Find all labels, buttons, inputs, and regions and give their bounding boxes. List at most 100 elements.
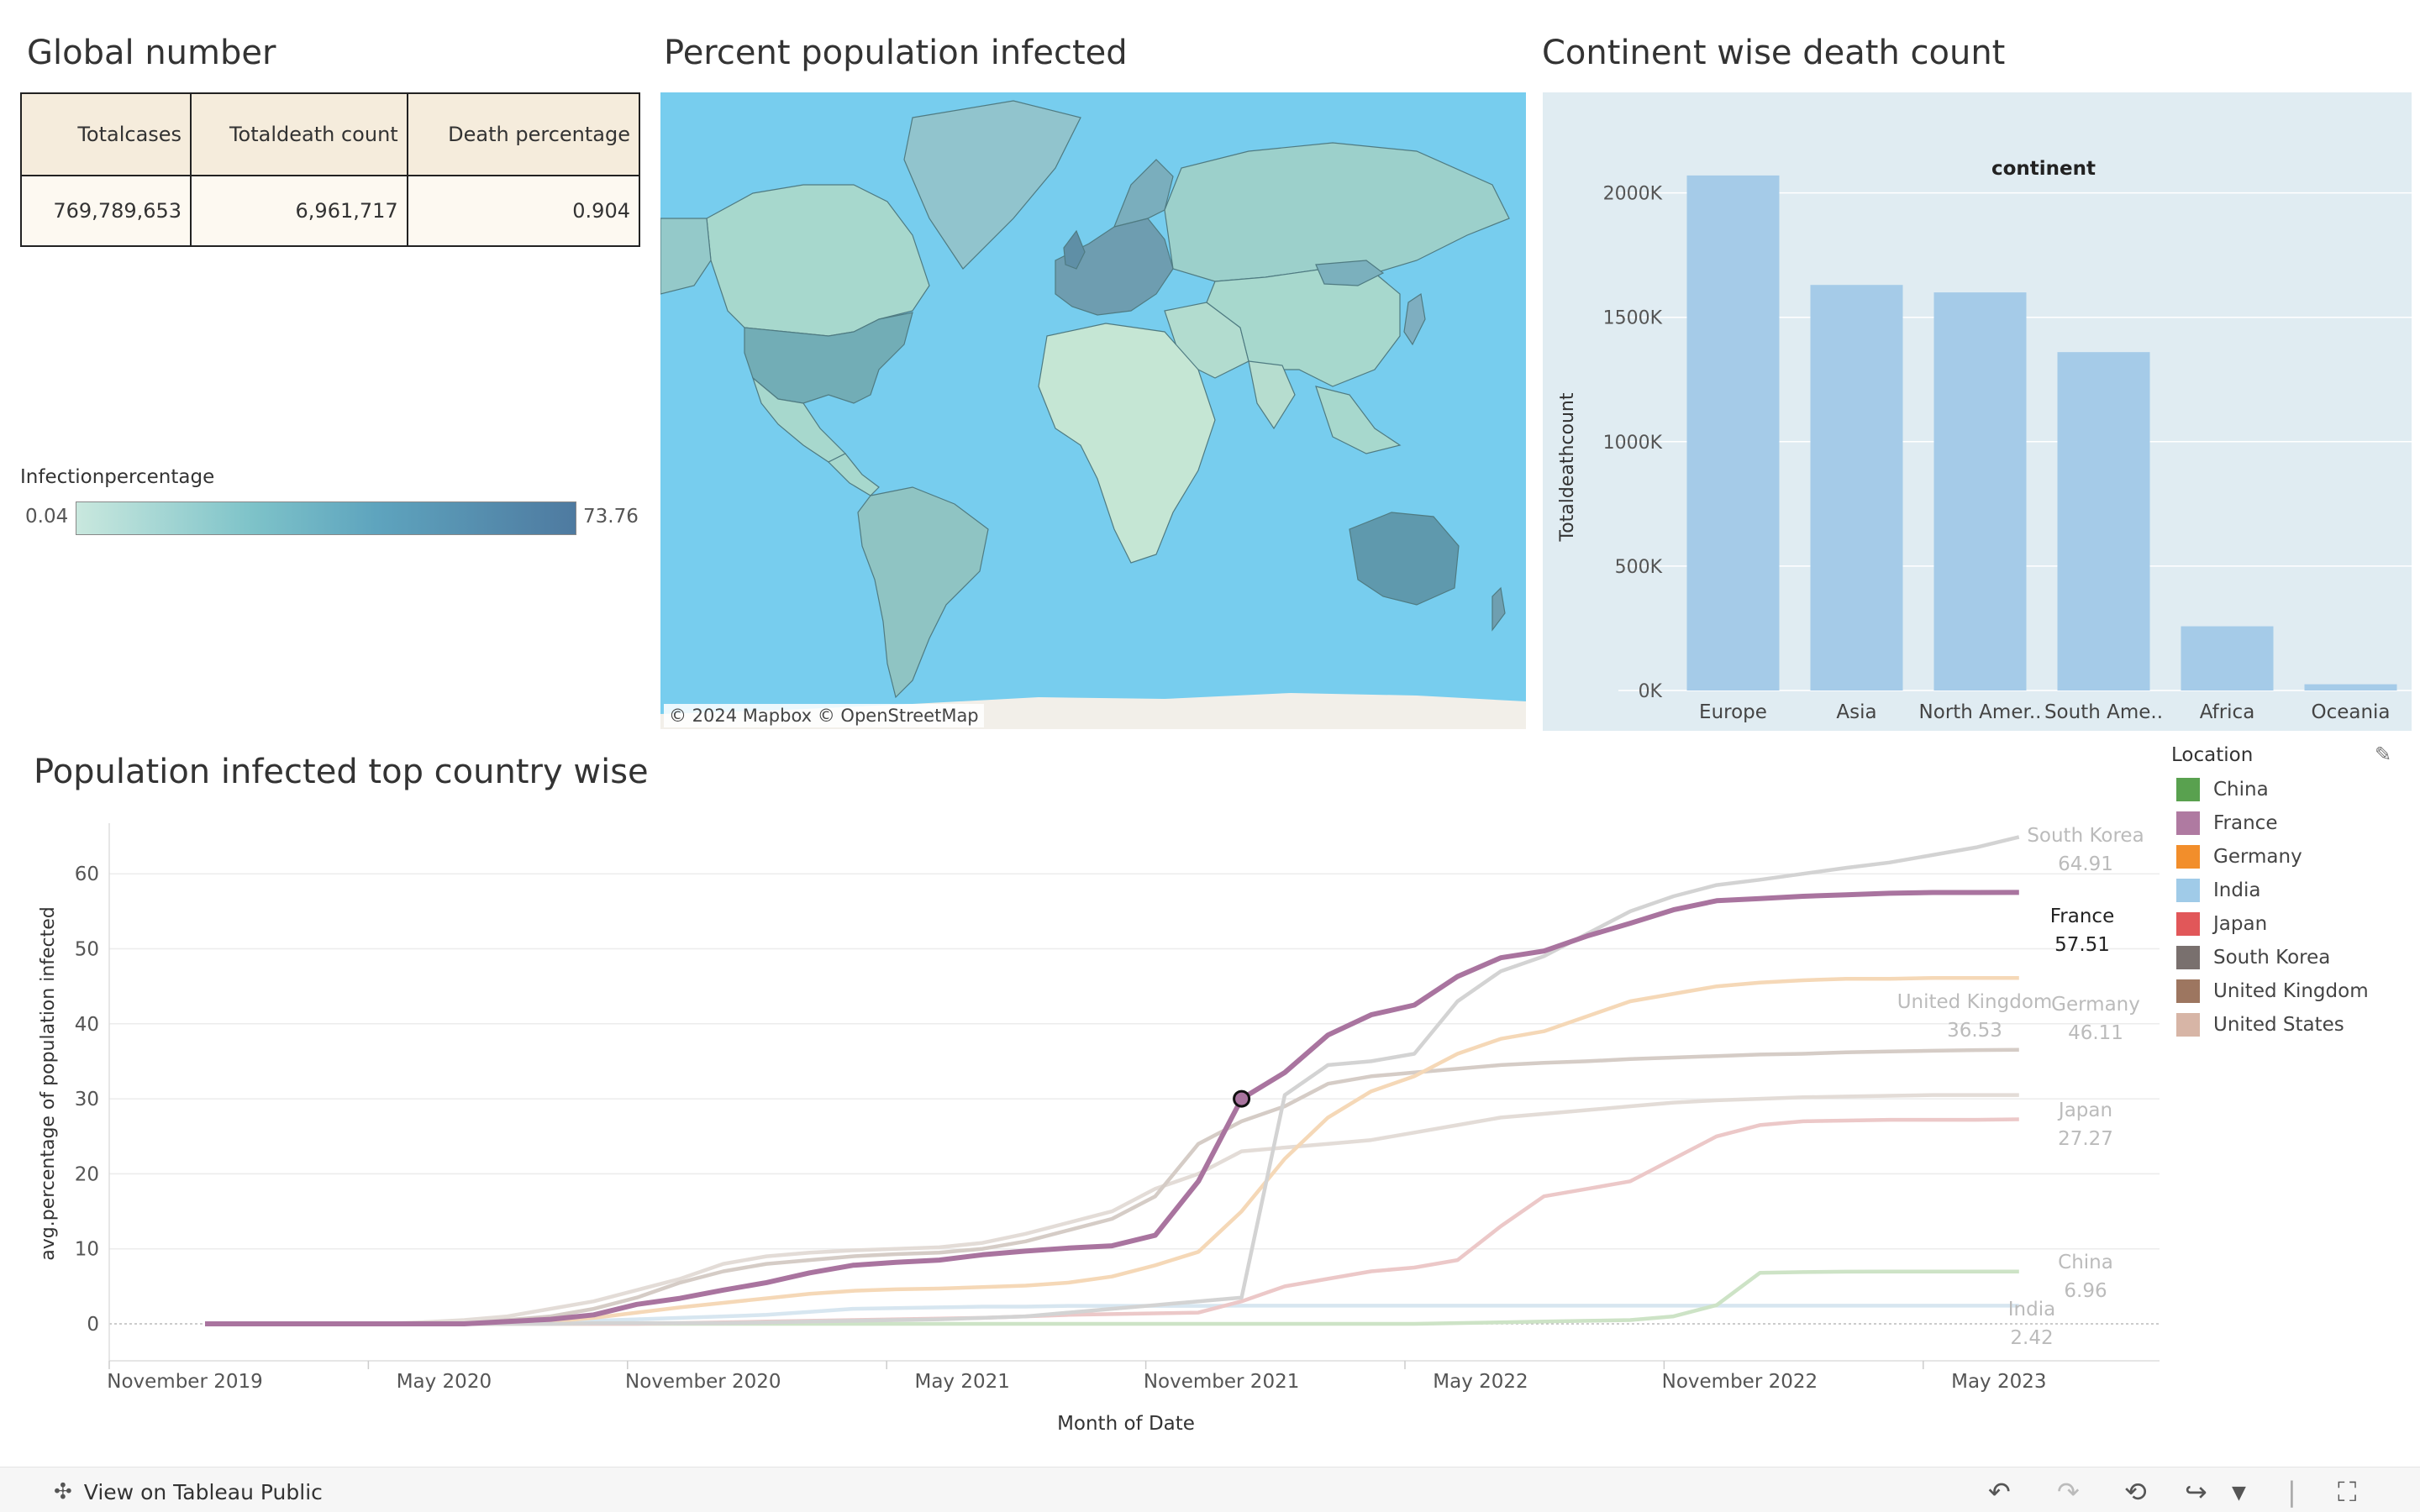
- bar-europe[interactable]: [1686, 175, 1780, 690]
- map-south-america[interactable]: [857, 486, 989, 699]
- map-africa[interactable]: [1038, 323, 1216, 564]
- line-ytick-label: 50: [75, 939, 99, 961]
- bar-ytick-label: 500K: [1615, 557, 1663, 578]
- value-death-percentage[interactable]: 0.904: [406, 175, 641, 247]
- bar-category-label: Africa: [2200, 701, 2255, 723]
- undo-icon[interactable]: ↶: [1988, 1476, 2011, 1508]
- bar-north-amer-[interactable]: [1933, 292, 2027, 690]
- infection-legend-gradient[interactable]: [76, 501, 576, 535]
- legend-label: United States: [2213, 1014, 2344, 1036]
- line-xtick-label: May 2020: [397, 1371, 492, 1393]
- map-australia[interactable]: [1349, 512, 1460, 606]
- map-southeast-asia[interactable]: [1315, 386, 1402, 454]
- series-value-label: 46.11: [2068, 1022, 2123, 1044]
- header-totalcases[interactable]: Totalcases: [19, 92, 192, 176]
- view-on-tableau-label: View on Tableau Public: [83, 1479, 323, 1504]
- series-line-united-states[interactable]: [205, 1093, 2019, 1326]
- series-value-label: 57.51: [2054, 934, 2110, 956]
- series-value-label: 2.42: [2010, 1327, 2053, 1349]
- line-ytick-label: 10: [75, 1239, 99, 1261]
- series-line-germany[interactable]: [205, 975, 2019, 1326]
- infection-legend-max: 73.76: [583, 506, 639, 528]
- population-infected-line-chart[interactable]: avg.percentage of population infected Mo…: [0, 798, 2176, 1453]
- continent-title: Continent wise death count: [1542, 34, 2006, 72]
- revert-icon[interactable]: ⟲: [2124, 1476, 2147, 1508]
- map-new-zealand[interactable]: [1491, 586, 1506, 632]
- legend-item-china[interactable]: China: [2171, 773, 2415, 806]
- bar-asia[interactable]: [1810, 285, 1903, 690]
- line-ytick-label: 20: [75, 1163, 99, 1185]
- highlight-point[interactable]: [1233, 1089, 1251, 1108]
- series-line-france[interactable]: [205, 890, 2019, 1326]
- bar-chart-header: continent: [1991, 158, 2096, 180]
- line-ytick-label: 60: [75, 864, 99, 885]
- bar-ytick-label: 2000K: [1603, 184, 1663, 205]
- series-value-label: 27.27: [2058, 1128, 2113, 1150]
- legend-swatch: [2176, 912, 2200, 936]
- legend-item-japan[interactable]: Japan: [2171, 907, 2415, 941]
- map-canada[interactable]: [706, 184, 930, 337]
- value-totaldeath[interactable]: 6,961,717: [190, 175, 408, 247]
- legend-item-india[interactable]: India: [2171, 874, 2415, 907]
- header-totaldeath[interactable]: Totaldeath count: [190, 92, 408, 176]
- line-xtick-label: November 2021: [1144, 1371, 1300, 1393]
- map-india[interactable]: [1248, 360, 1296, 430]
- series-name-label: India: [2008, 1299, 2055, 1320]
- bar-south-ame-[interactable]: [2057, 352, 2150, 690]
- map-alaska[interactable]: [660, 218, 712, 295]
- series-value-label: 36.53: [1947, 1020, 2002, 1042]
- bar-ytick-label: 0K: [1639, 681, 1663, 702]
- map-central-america[interactable]: [827, 453, 880, 496]
- bar-category-label: North Amer..: [1919, 701, 2042, 723]
- series-line-south-korea[interactable]: [205, 835, 2020, 1326]
- legend-label: South Korea: [2213, 947, 2331, 969]
- share-icon[interactable]: ↪: [2185, 1476, 2207, 1508]
- series-name-label: South Korea: [2027, 825, 2144, 847]
- series-line-japan[interactable]: [205, 1117, 2019, 1326]
- line-ytick-label: 40: [75, 1014, 99, 1036]
- footer-toolbar: ✣ View on Tableau Public ↶ ↷ ⟲ ↪ ▼ | ⛶: [0, 1467, 2420, 1512]
- series-name-label: China: [2058, 1252, 2113, 1273]
- value-totalcases[interactable]: 769,789,653: [19, 175, 192, 247]
- map-japan[interactable]: [1403, 292, 1426, 346]
- series-line-china[interactable]: [205, 1269, 2019, 1326]
- map-scandinavia[interactable]: [1113, 159, 1174, 228]
- legend-item-united-kingdom[interactable]: United Kingdom: [2171, 974, 2415, 1008]
- location-legend: Location China France Germany India Japan Sou…: [2171, 744, 2415, 1042]
- legend-label: United Kingdom: [2213, 980, 2369, 1002]
- redo-icon[interactable]: ↷: [2057, 1476, 2080, 1508]
- line-chart-xlabel: Month of Date: [1057, 1413, 1195, 1435]
- location-legend-title: Location: [2171, 744, 2254, 766]
- bar-oceania[interactable]: [2304, 684, 2397, 690]
- continent-bar-chart[interactable]: continent Totaldeathcount 0K 500K 1000K 150…: [1543, 92, 2412, 731]
- legend-swatch: [2176, 1013, 2200, 1037]
- series-value-label: 64.91: [2058, 853, 2113, 875]
- map-uk[interactable]: [1063, 229, 1086, 270]
- pencil-icon[interactable]: ✎: [2375, 743, 2392, 766]
- legend-item-germany[interactable]: Germany: [2171, 840, 2415, 874]
- series-name-label: Japan: [2057, 1100, 2112, 1121]
- bar-ytick-label: 1500K: [1603, 308, 1663, 329]
- map-europe[interactable]: [1055, 218, 1174, 316]
- line-xtick-label: November 2020: [625, 1371, 781, 1393]
- legend-item-south-korea[interactable]: South Korea: [2171, 941, 2415, 974]
- legend-swatch: [2176, 946, 2200, 969]
- view-on-tableau-link[interactable]: ✣ View on Tableau Public: [54, 1479, 323, 1504]
- bar-africa[interactable]: [2181, 626, 2274, 690]
- bar-category-label: Oceania: [2311, 701, 2390, 723]
- global-number-title: Global number: [27, 34, 276, 72]
- map-attribution[interactable]: © 2024 Mapbox © OpenStreetMap: [664, 704, 984, 727]
- legend-item-france[interactable]: France: [2171, 806, 2415, 840]
- legend-item-united-states[interactable]: United States: [2171, 1008, 2415, 1042]
- map-mongolia[interactable]: [1315, 260, 1385, 286]
- fullscreen-icon[interactable]: ⛶: [2338, 1476, 2357, 1508]
- header-death-percentage[interactable]: Death percentage: [406, 92, 641, 176]
- line-xtick-label: May 2022: [1433, 1371, 1528, 1393]
- bar-category-label: South Ame..: [2044, 701, 2163, 723]
- legend-label: Germany: [2213, 846, 2302, 868]
- share-dropdown-icon[interactable]: ▼: [2232, 1483, 2246, 1504]
- map-greenland[interactable]: [903, 100, 1081, 270]
- line-ytick-label: 30: [75, 1089, 99, 1110]
- world-map[interactable]: [660, 92, 1526, 729]
- line-xtick-label: May 2021: [914, 1371, 1009, 1393]
